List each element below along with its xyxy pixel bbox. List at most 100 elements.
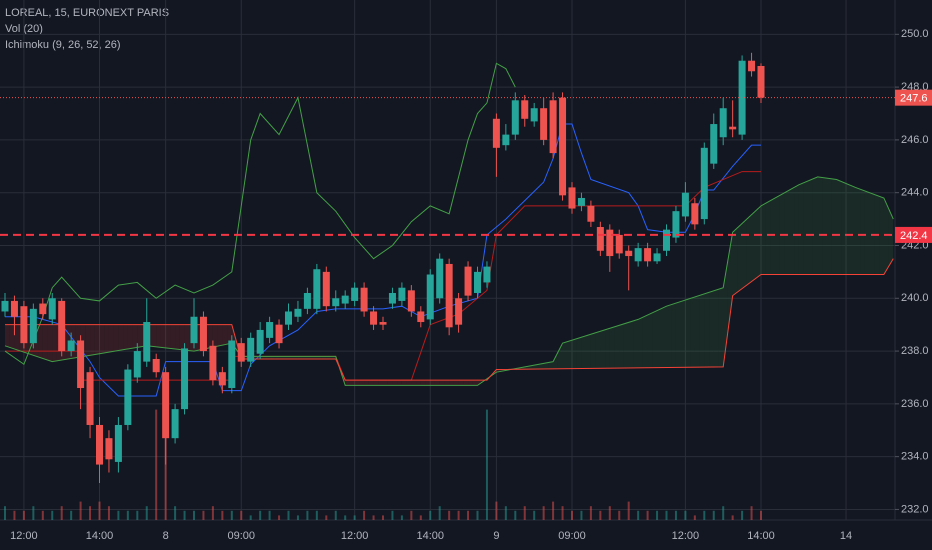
cloud-fill <box>808 178 813 275</box>
candle-body <box>492 118 500 148</box>
cloud-fill <box>331 356 336 359</box>
candle-body <box>417 311 425 323</box>
volume-bar <box>117 510 120 520</box>
cloud-fill <box>170 324 176 349</box>
candle-body <box>29 308 37 344</box>
cloud-fill <box>108 324 114 353</box>
volume-bar <box>382 515 384 520</box>
candle-body <box>672 211 680 238</box>
cloud-fill <box>434 380 440 386</box>
cloud-fill <box>572 338 577 369</box>
cloud-fill <box>557 343 563 369</box>
y-tick-label: 236.0 <box>901 398 929 410</box>
cloud-fill <box>160 324 166 348</box>
cloud-fill <box>42 324 48 361</box>
cloud-fill <box>387 380 393 386</box>
volume-bar <box>760 510 762 520</box>
candle-body <box>700 147 708 220</box>
price-label: 247.6 <box>900 93 928 105</box>
volume-bar <box>599 510 602 520</box>
cloud-fill <box>732 227 738 296</box>
candle-body <box>549 100 557 154</box>
price-label-bg <box>895 89 932 106</box>
cloud-fill <box>425 380 431 386</box>
candle-body <box>341 295 349 304</box>
cloud-fill <box>675 301 681 368</box>
candle-body <box>606 229 614 257</box>
candle-body <box>247 337 255 362</box>
cloud-fill <box>652 310 658 368</box>
candle-body <box>181 348 189 410</box>
candle-body <box>360 287 368 312</box>
cloud-fill <box>5 324 10 348</box>
cloud-fill <box>453 380 459 386</box>
cloud-fill <box>345 380 350 386</box>
cloud-fill <box>137 324 143 348</box>
cloud-fill <box>879 196 884 275</box>
volume-bar <box>79 501 82 520</box>
cloud-fill <box>444 380 450 386</box>
volume-bar <box>467 510 470 520</box>
candle-body <box>502 134 510 146</box>
y-tick-label: 244.0 <box>901 187 929 199</box>
cloud-fill <box>383 380 388 386</box>
cloud <box>5 176 894 386</box>
candle-body <box>719 108 727 138</box>
candle-body <box>20 306 28 344</box>
volume-bar <box>703 510 706 520</box>
cloud-fill <box>118 324 124 351</box>
y-tick-label: 240.0 <box>901 292 929 304</box>
volume-bar <box>174 506 177 520</box>
x-tick-label: 9 <box>493 530 499 542</box>
candle-body <box>455 298 463 325</box>
cloud-fill <box>283 356 289 359</box>
candle-body <box>351 287 359 301</box>
cloud-fill <box>397 380 402 386</box>
cloud-fill <box>869 192 875 275</box>
volume-bar <box>240 510 243 520</box>
volume-bar <box>589 506 592 520</box>
cloud-fill <box>359 380 365 386</box>
candle-body <box>256 329 264 354</box>
cloud-fill <box>151 324 157 347</box>
volume-bar <box>344 515 347 520</box>
volume-bar <box>164 432 167 520</box>
volume-bar <box>315 510 318 520</box>
volume-bar <box>618 510 621 520</box>
cloud-fill <box>38 324 43 359</box>
cloud-fill <box>699 293 705 368</box>
candle-body <box>152 358 160 373</box>
cloud-fill <box>713 289 719 368</box>
volume-bar <box>429 510 432 520</box>
cloud-fill <box>798 182 804 275</box>
y-tick-label: 232.0 <box>901 503 929 515</box>
candle-body <box>644 248 652 262</box>
cloud-fill <box>784 190 790 275</box>
volume-bar <box>353 515 356 520</box>
candle-body <box>710 124 718 164</box>
cloud-fill <box>883 197 889 275</box>
cloud-fill <box>628 320 634 369</box>
volume-bar <box>98 501 101 520</box>
candle-body <box>540 108 548 140</box>
candle-body <box>436 258 444 299</box>
cloud-fill <box>562 341 568 369</box>
cloud-fill <box>661 306 667 368</box>
volume-bar <box>278 515 281 520</box>
volume-bar <box>552 501 555 520</box>
candle-body <box>474 271 481 293</box>
candle-body <box>1 300 9 312</box>
cloud-fill <box>312 356 317 359</box>
cloud-fill <box>827 178 832 275</box>
cloud-fill <box>864 190 870 275</box>
cloud-fill <box>472 380 478 386</box>
cloud-fill <box>836 179 842 275</box>
candle-body <box>237 343 245 362</box>
cloud-fill <box>761 203 766 275</box>
candle-body <box>634 248 642 262</box>
cloud-fill <box>316 356 322 359</box>
candle-body <box>266 322 274 338</box>
volume-bar <box>722 506 725 520</box>
cloud-fill <box>600 329 606 369</box>
